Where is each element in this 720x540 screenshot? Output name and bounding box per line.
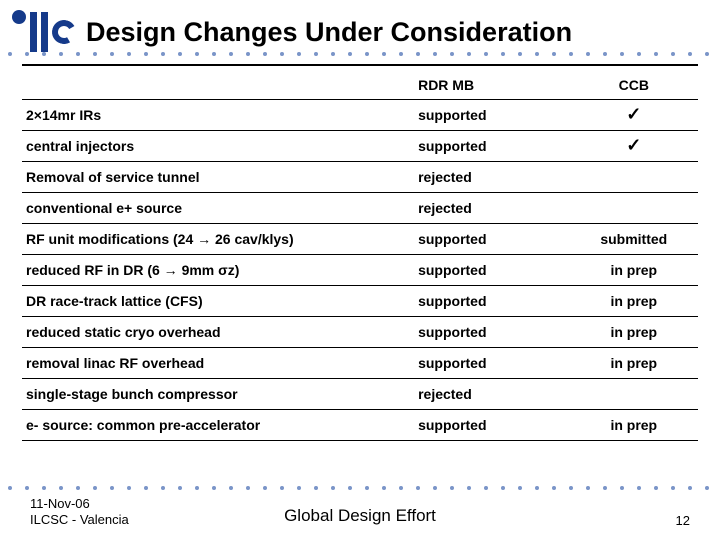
ilc-logo [12,8,74,56]
header-divider [22,64,698,66]
cell-ccb: in prep [570,410,698,441]
cell-ccb: in prep [570,317,698,348]
cell-ccb: in prep [570,286,698,317]
cell-rdr: rejected [414,193,569,224]
cell-item: removal linac RF overhead [22,348,414,379]
cell-item: e- source: common pre-accelerator [22,410,414,441]
table-row: central injectorssupported ✓ [22,131,698,162]
table-row: conventional e+ sourcerejected [22,193,698,224]
table-body: 2×14mr IRssupported✓central injectorssup… [22,100,698,441]
slide-footer: 11-Nov-06 ILCSC - Valencia Global Design… [0,486,720,540]
slide-title: Design Changes Under Consideration [86,17,572,48]
cell-rdr: supported [414,317,569,348]
table-header-row: RDR MB CCB [22,72,698,100]
cell-rdr: supported [414,100,569,131]
table-row: single-stage bunch compressorrejected [22,379,698,410]
cell-rdr: supported [414,410,569,441]
col-header-ccb: CCB [570,72,698,100]
cell-item: DR race-track lattice (CFS) [22,286,414,317]
cell-rdr: supported [414,255,569,286]
table-row: Removal of service tunnelrejected [22,162,698,193]
col-header-item [22,72,414,100]
cell-ccb: ✓ [570,131,698,162]
cell-rdr: supported [414,286,569,317]
cell-item: reduced static cryo overhead [22,317,414,348]
cell-rdr: rejected [414,162,569,193]
cell-ccb: in prep [570,348,698,379]
cell-rdr: supported [414,348,569,379]
cell-ccb: ✓ [570,100,698,131]
table-row: reduced RF in DR (6 → 9mm σz)supportedin… [22,255,698,286]
table-row: DR race-track lattice (CFS)supportedin p… [22,286,698,317]
cell-item: 2×14mr IRs [22,100,414,131]
cell-item: reduced RF in DR (6 → 9mm σz) [22,255,414,286]
cell-item: single-stage bunch compressor [22,379,414,410]
table-row: e- source: common pre-acceleratorsupport… [22,410,698,441]
table-row: RF unit modifications (24 → 26 cav/klys)… [22,224,698,255]
table-row: reduced static cryo overheadsupportedin … [22,317,698,348]
cell-ccb: submitted [570,224,698,255]
cell-rdr: supported [414,224,569,255]
check-icon: ✓ [626,135,641,155]
footer-date: 11-Nov-06 [30,496,129,512]
cell-item: conventional e+ source [22,193,414,224]
cell-ccb [570,162,698,193]
changes-table: RDR MB CCB 2×14mr IRssupported✓central i… [22,72,698,441]
cell-ccb [570,379,698,410]
cell-item: central injectors [22,131,414,162]
cell-item: Removal of service tunnel [22,162,414,193]
footer-page: 12 [676,513,690,528]
footer-venue: ILCSC - Valencia [30,512,129,528]
cell-ccb [570,193,698,224]
cell-item: RF unit modifications (24 → 26 cav/klys) [22,224,414,255]
cell-rdr: rejected [414,379,569,410]
slide-header: Design Changes Under Consideration [0,0,720,56]
decorative-dots-bottom [0,486,720,490]
check-icon: ✓ [626,104,641,124]
footer-left: 11-Nov-06 ILCSC - Valencia [30,496,129,529]
col-header-rdr: RDR MB [414,72,569,100]
table-row: removal linac RF overheadsupportedin pre… [22,348,698,379]
table-row: 2×14mr IRssupported ✓ [22,100,698,131]
cell-ccb: in prep [570,255,698,286]
footer-center: Global Design Effort [284,506,436,526]
cell-rdr: supported [414,131,569,162]
